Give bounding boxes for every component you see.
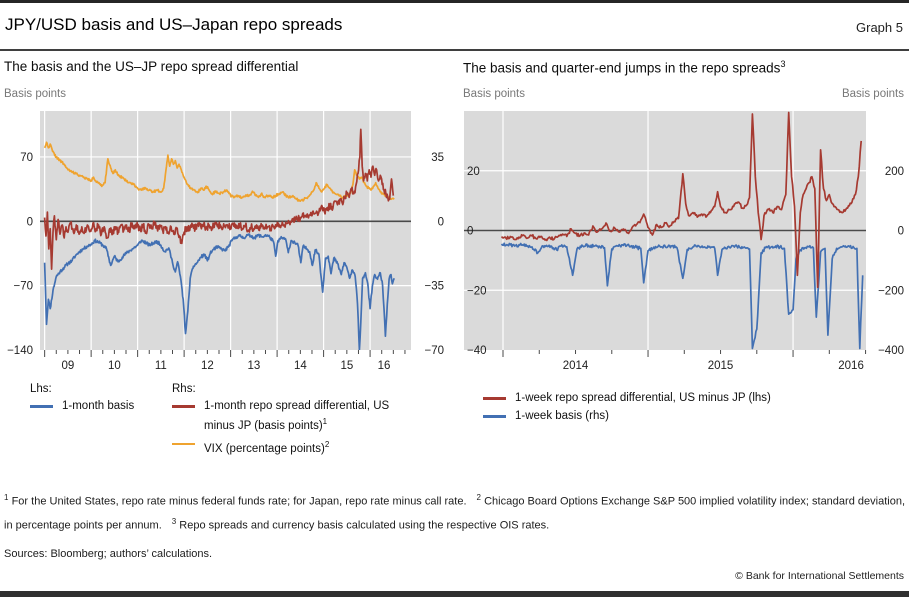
legend-item-1-month-basis: 1-month basis <box>30 399 134 414</box>
footnote-marker: 1 <box>4 493 9 502</box>
legend-rhs-heading: Rhs: <box>172 383 196 395</box>
legend-line-blue <box>483 415 506 418</box>
legend-item-repo-differential: 1-month repo spread differential, US min… <box>172 399 404 434</box>
legend-footnote-ref: 1 <box>322 417 328 426</box>
left-panel-unit-label: Basis points <box>4 88 67 100</box>
footnote-text: Chicago Board Options Exchange S&P 500 i… <box>4 495 906 532</box>
y-axis-left-tick-label: −70 <box>13 281 33 293</box>
y-axis-left-tick-label: 20 <box>467 166 480 178</box>
series-line-1-week-repo-spread-differential-us-minus-jp <box>500 111 863 289</box>
y-axis-left-tick-label: −140 <box>7 345 33 357</box>
legend-footnote-ref: 2 <box>324 439 330 449</box>
graph-number: Graph 5 <box>856 20 903 35</box>
legend-label: VIX (percentage points)2 <box>204 439 330 455</box>
series-line-1-month-basis <box>43 233 396 350</box>
sources-line: Sources: Bloomberg; authors’ calculation… <box>4 548 213 560</box>
legend-label: 1-month repo spread differential, US min… <box>204 400 390 432</box>
legend-line-red <box>483 397 506 400</box>
x-axis-tick-label: 11 <box>155 360 167 372</box>
x-axis-tick-label: 2016 <box>838 360 864 372</box>
copyright-notice: © Bank for International Settlements <box>735 570 904 582</box>
footnote-marker: 2 <box>476 493 481 502</box>
x-axis-tick-label: 12 <box>201 360 214 372</box>
legend-line-blue <box>30 405 53 408</box>
y-axis-right-tick-label: 0 <box>438 216 444 228</box>
x-axis-tick-label: 2014 <box>563 360 589 372</box>
y-axis-left-tick-label: 0 <box>27 216 33 228</box>
y-axis-right-tick-label: −200 <box>878 285 904 297</box>
right-panel-unit-label-left: Basis points <box>463 88 526 100</box>
legend-item-vix: VIX (percentage points)2 <box>172 437 404 457</box>
y-axis-right-tick-label: 35 <box>431 152 444 164</box>
footnote-text: For the United States, repo rate minus f… <box>11 495 467 508</box>
right-panel-title: The basis and quarter-end jumps in the r… <box>463 59 786 76</box>
y-axis-right-tick-label: 200 <box>885 166 904 178</box>
left-legend-rhs: Rhs: 1-month repo spread differential, U… <box>172 383 404 457</box>
y-axis-right-tick-label: −400 <box>878 345 904 357</box>
page-title: JPY/USD basis and US–Japan repo spreads <box>5 15 343 34</box>
right-panel-unit-label-right: Basis points <box>841 88 904 100</box>
series-line-1-week-basis <box>500 242 864 350</box>
legend-line-orange <box>172 442 195 446</box>
x-axis-tick-label: 2015 <box>708 360 734 372</box>
y-axis-left-tick-label: −20 <box>467 285 487 297</box>
series-line-vix <box>43 141 395 202</box>
y-axis-left-tick-label: 0 <box>467 226 473 238</box>
footnote-text: Repo spreads and currency basis calculat… <box>179 519 550 532</box>
x-axis-tick-label: 16 <box>378 360 391 372</box>
y-axis-right-tick-label: −70 <box>424 345 444 357</box>
left-chart-canvas: 09 10 11 12 13 14 15 16 70 0 −70 −140 35 0 −35 −70 <box>7 111 444 372</box>
y-axis-left-tick-label: 70 <box>20 152 33 164</box>
top-border-bar <box>0 0 909 3</box>
y-axis-right-tick-label: 0 <box>898 226 904 238</box>
footnote-marker: 3 <box>171 516 177 526</box>
x-axis-tick-label: 09 <box>61 360 74 372</box>
x-axis-tick-label: 10 <box>108 360 121 372</box>
x-axis-tick-label: 14 <box>294 360 307 372</box>
legend-label: 1-week repo spread differential, US minu… <box>515 392 771 404</box>
x-axis-tick-label: 13 <box>247 360 260 372</box>
legend-lhs-heading: Lhs: <box>30 383 52 395</box>
panel-title-footnote-ref: 3 <box>780 59 786 69</box>
legend-label: 1-week basis (rhs) <box>515 410 609 422</box>
header-rule <box>0 49 909 51</box>
y-axis-right-tick-label: −35 <box>424 281 444 293</box>
right-legend: 1-week repo spread differential, US minu… <box>483 388 771 424</box>
left-panel-title: The basis and the US–JP repo spread diff… <box>4 59 299 74</box>
legend-line-red <box>172 405 195 408</box>
legend-item-1-week-basis: 1-week basis (rhs) <box>483 409 771 424</box>
bottom-border-bar <box>0 591 909 597</box>
left-legend-lhs: Lhs: 1-month basis <box>30 383 134 414</box>
x-axis-tick-label: 15 <box>340 360 353 372</box>
y-axis-left-tick-label: −40 <box>467 345 487 357</box>
legend-item-1-week-repo-differential: 1-week repo spread differential, US minu… <box>483 391 771 406</box>
series-line-1-month-repo-spread-differential-us-minus-jp <box>43 128 395 270</box>
legend-label: 1-month basis <box>62 400 135 412</box>
footnotes: 1 For the United States, repo rate minus… <box>4 488 905 535</box>
